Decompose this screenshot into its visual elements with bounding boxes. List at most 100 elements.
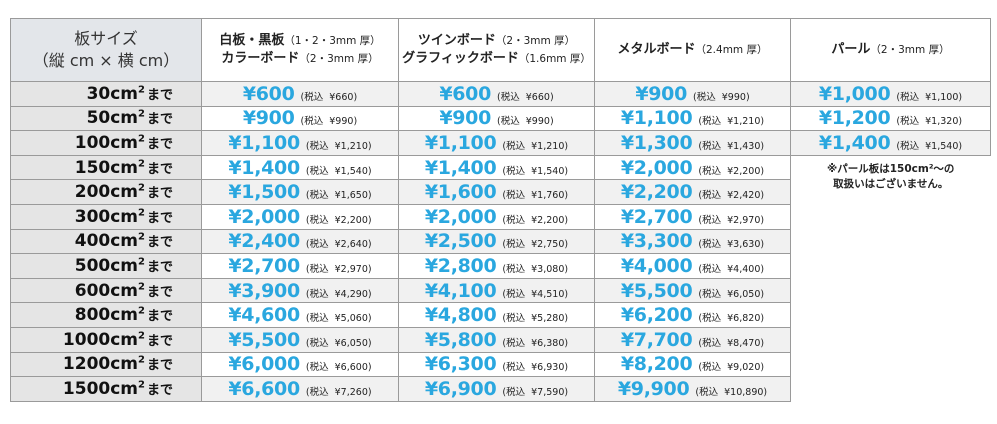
header-size-line1: 板サイズ — [74, 29, 138, 48]
header-col1: 白板・黒板（1・2・3mm 厚） カラーボード（2・3mm 厚） — [201, 18, 399, 82]
tax-label: 税込 — [702, 165, 722, 177]
tax-label: 税込 — [304, 116, 324, 128]
tax-price: (税込 ¥3,630) — [698, 239, 765, 251]
price-value: ¥2,400 — [228, 230, 300, 253]
tax-price: (税込 ¥1,210) — [698, 116, 765, 128]
tax-label: 税込 — [309, 362, 329, 374]
tax-price: (税込 ¥3,080) — [502, 263, 569, 275]
size-made-label: まで — [146, 235, 173, 251]
size-value: 1200cm — [62, 354, 139, 375]
tax-value: ¥990 — [525, 116, 550, 128]
tax-value: ¥10,890 — [724, 386, 764, 398]
price-value: ¥5,500 — [620, 279, 693, 302]
price-value: ¥6,300 — [424, 353, 497, 376]
tax-value: ¥1,430 — [727, 140, 761, 152]
table-row: 300cm2 まで ¥2,000 (税込 ¥2,200) ¥2,000 (税込 ¥2,200)… — [10, 203, 991, 230]
tax-label: 税込 — [702, 263, 722, 275]
price-cell: ¥7,700 (税込 ¥8,470) — [594, 326, 791, 353]
tax-price: (税込 ¥1,540) — [896, 140, 963, 152]
tax-value: ¥990 — [721, 91, 746, 103]
tax-value: ¥5,280 — [531, 313, 565, 325]
size-value: 200cm — [74, 182, 139, 203]
price-value: ¥1,200 — [818, 107, 891, 130]
tax-label: 税込 — [500, 91, 520, 103]
tax-price: (税込 ¥9,020) — [698, 362, 765, 374]
tax-label: 税込 — [506, 214, 526, 226]
tax-label: 税込 — [506, 386, 526, 398]
tax-price: (税込 ¥1,540) — [502, 165, 569, 177]
size-cell: 800cm2 まで — [10, 302, 202, 328]
price-value: ¥2,700 — [620, 205, 693, 228]
size-made-label: まで — [146, 284, 173, 300]
tax-price: (税込 ¥660) — [497, 91, 554, 103]
tax-label: 税込 — [702, 140, 722, 152]
tax-price: (税込 ¥1,760) — [502, 190, 569, 202]
price-cell: ¥1,000 (税込 ¥1,100) — [790, 81, 991, 107]
tax-value: ¥2,640 — [334, 239, 368, 251]
price-cell: ¥2,000 (税込 ¥2,200) — [398, 203, 595, 230]
tax-value: ¥6,600 — [334, 362, 368, 374]
price-cell: ¥600 (税込 ¥660) — [398, 81, 595, 107]
size-made-label: まで — [146, 382, 173, 398]
size-value: 500cm — [74, 255, 139, 276]
tax-value: ¥1,210 — [727, 116, 761, 128]
price-cell: ¥4,100 (税込 ¥4,510) — [398, 277, 595, 304]
tax-label: 税込 — [699, 386, 719, 398]
price-value: ¥3,900 — [228, 279, 300, 302]
tax-label: 税込 — [702, 337, 722, 349]
tax-label: 税込 — [506, 140, 526, 152]
tax-label: 税込 — [309, 288, 329, 300]
tax-value: ¥1,650 — [334, 190, 368, 202]
size-value: 1000cm — [62, 329, 139, 350]
price-cell: ¥1,400 (税込 ¥1,540) — [398, 154, 595, 181]
price-value: ¥4,800 — [424, 304, 497, 327]
price-value: ¥1,100 — [620, 107, 693, 130]
table-row: 100cm2 まで ¥1,100 (税込 ¥1,210) ¥1,100 (税込 ¥1,210)… — [10, 130, 991, 156]
tax-value: ¥4,400 — [727, 263, 761, 275]
tax-price: (税込 ¥1,540) — [305, 165, 372, 177]
size-unit-sup: 2 — [138, 133, 145, 145]
tax-price: (税込 ¥10,890) — [695, 386, 768, 398]
tax-label: 税込 — [506, 239, 526, 251]
tax-value: ¥8,470 — [727, 337, 761, 349]
tax-price: (税込 ¥1,650) — [305, 190, 372, 202]
tax-label: 税込 — [304, 91, 324, 103]
size-value: 150cm — [74, 157, 139, 178]
price-cell: ¥2,500 (税込 ¥2,750) — [398, 228, 595, 255]
size-cell: 1500cm2 まで — [10, 376, 202, 402]
price-table-body: 30cm2 まで ¥600 (税込 ¥660) ¥600 (税込 ¥660) ¥900 (税込 ¥9… — [10, 81, 991, 402]
tax-value: ¥2,970 — [727, 214, 761, 226]
tax-value: ¥1,210 — [531, 140, 565, 152]
price-value: ¥2,700 — [228, 254, 300, 277]
price-cell: ¥3,300 (税込 ¥3,630) — [594, 228, 791, 255]
header-size: 板サイズ （縦 cm × 横 cm） — [10, 18, 202, 82]
price-cell: ¥2,200 (税込 ¥2,420) — [594, 179, 791, 205]
price-cell: ¥2,000 (税込 ¥2,200) — [201, 203, 399, 230]
price-cell: ¥2,000 (税込 ¥2,200) — [594, 154, 791, 181]
size-unit-sup: 2 — [138, 182, 145, 194]
tax-price: (税込 ¥6,930) — [502, 362, 569, 374]
price-value: ¥6,900 — [424, 377, 497, 400]
table-row: 200cm2 まで ¥1,500 (税込 ¥1,650) ¥1,600 (税込 ¥1,760)… — [10, 179, 991, 205]
price-cell: ¥6,900 (税込 ¥7,590) — [398, 376, 595, 402]
price-value: ¥2,500 — [424, 230, 497, 253]
tax-price: (税込 ¥990) — [300, 116, 358, 128]
price-value: ¥1,400 — [424, 156, 497, 179]
tax-label: 税込 — [309, 313, 329, 325]
size-cell: 30cm2 まで — [10, 81, 202, 107]
header-col1-title: 白板・黒板 — [219, 33, 285, 48]
price-value: ¥4,600 — [228, 304, 300, 327]
tax-price: (税込 ¥4,400) — [698, 263, 765, 275]
size-value: 30cm — [86, 83, 139, 104]
tax-label: 税込 — [702, 313, 722, 325]
tax-price: (税込 ¥1,100) — [896, 91, 963, 103]
tax-price: (税込 ¥6,820) — [698, 313, 765, 325]
header-col1-title2: カラーボード — [221, 51, 300, 66]
tax-value: ¥1,210 — [334, 140, 368, 152]
price-cell: ¥2,400 (税込 ¥2,640) — [201, 228, 399, 255]
pearl-note-line1: ※パール板は150cm²〜の — [827, 162, 955, 175]
price-value: ¥6,200 — [620, 304, 693, 327]
tax-value: ¥2,200 — [727, 165, 761, 177]
size-value: 50cm — [86, 108, 139, 129]
size-unit-sup: 2 — [138, 330, 145, 342]
